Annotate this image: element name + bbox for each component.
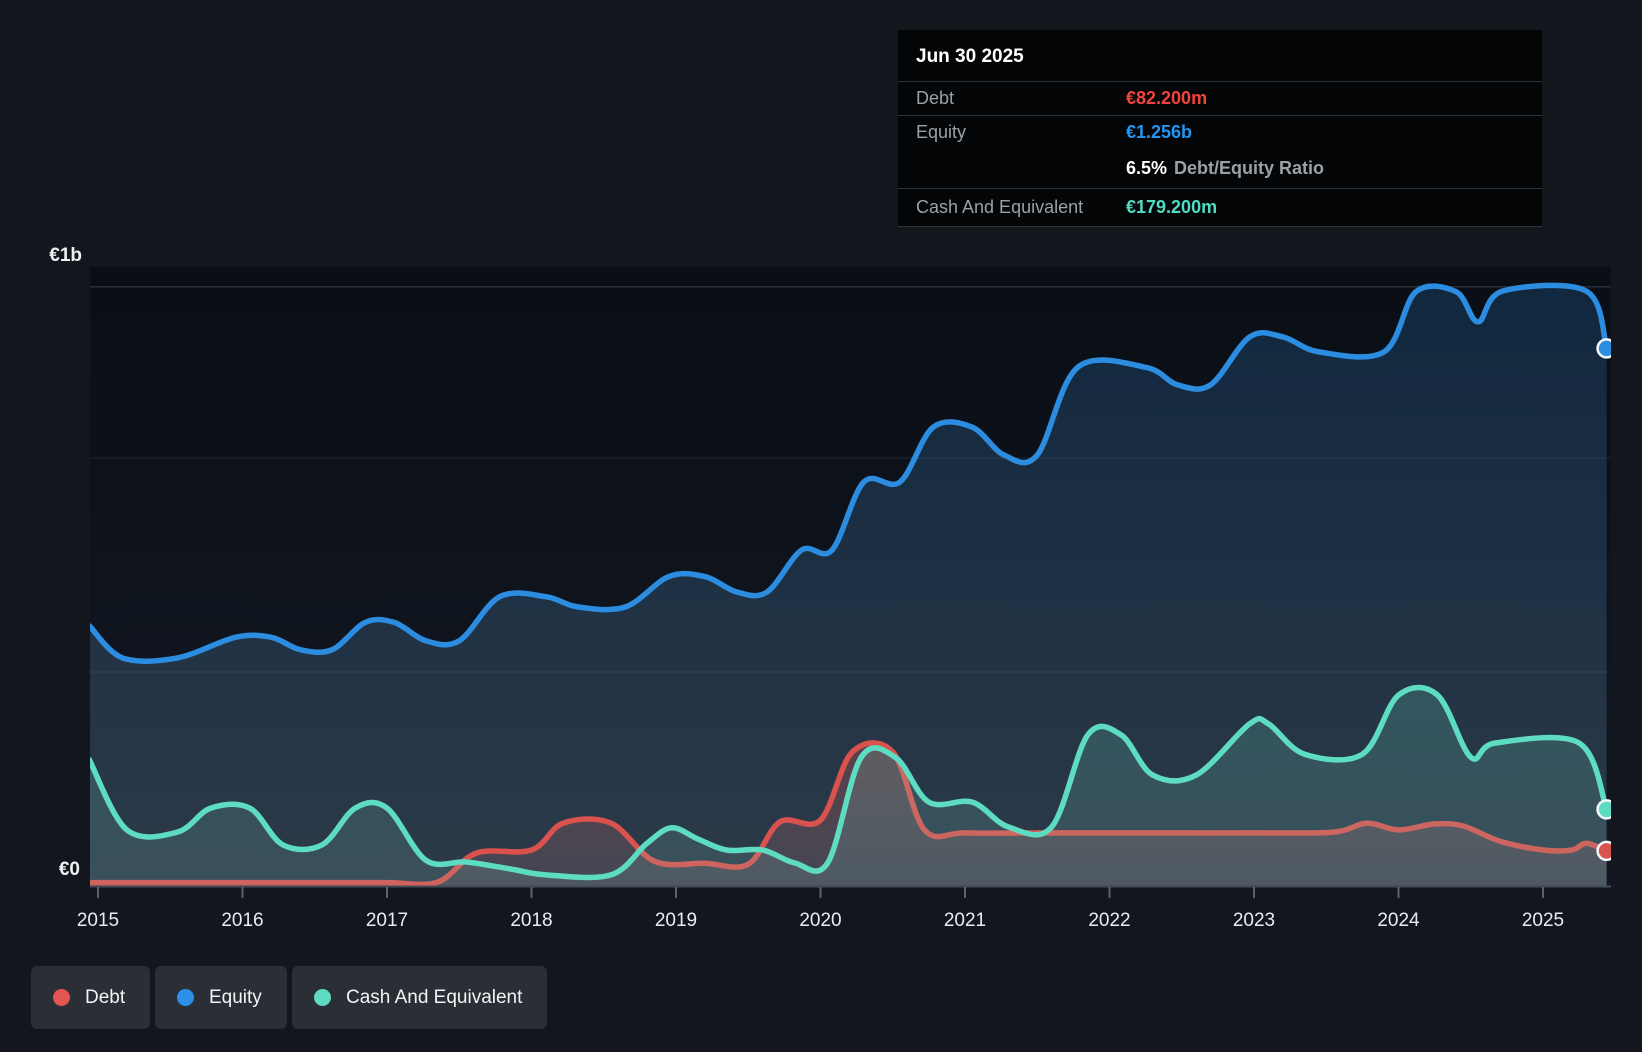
legend-item-cash[interactable]: Cash And Equivalent bbox=[292, 966, 548, 1029]
legend-item-equity[interactable]: Equity bbox=[155, 966, 287, 1029]
cash-series-dot-icon bbox=[314, 989, 331, 1006]
series-layer bbox=[90, 282, 1616, 887]
debt-series-dot-icon bbox=[53, 989, 70, 1006]
legend-item-debt[interactable]: Debt bbox=[31, 966, 151, 1029]
debt-last-point-marker[interactable] bbox=[1596, 840, 1616, 862]
tooltip-debt-label: Debt bbox=[916, 88, 955, 108]
equity-area bbox=[90, 285, 1607, 886]
tooltip-equity-value: €1.256b bbox=[1126, 122, 1193, 142]
x-axis-label-2024: 2024 bbox=[1377, 910, 1420, 931]
equity-series-dot-icon bbox=[177, 989, 194, 1006]
x-axis-label-2016: 2016 bbox=[221, 910, 263, 931]
x-axis-label-2022: 2022 bbox=[1088, 910, 1130, 931]
x-axis-label-2019: 2019 bbox=[655, 910, 697, 931]
y-axis-label-top: €1b bbox=[49, 245, 82, 266]
tooltip-cash-label: Cash And Equivalent bbox=[916, 197, 1084, 217]
x-axis-label-2018: 2018 bbox=[510, 910, 552, 931]
tooltip-row-cash: Cash And Equivalent €179.200m bbox=[898, 189, 1542, 227]
cash-and-equivalent-area bbox=[90, 687, 1607, 886]
legend-equity-label: Equity bbox=[209, 986, 262, 1008]
x-axis-label-2015: 2015 bbox=[77, 910, 119, 931]
tooltip-equity-label: Equity bbox=[916, 122, 967, 142]
legend-cash-label: Cash And Equivalent bbox=[346, 986, 523, 1008]
legend-debt-label: Debt bbox=[85, 986, 126, 1008]
x-axis: 2015 2016 2017 2018 2019 2020 2021 2022 2023 2024… bbox=[77, 885, 1611, 931]
x-axis-label-2021: 2021 bbox=[944, 910, 986, 931]
tooltip-ratio-label: Debt/Equity Ratio bbox=[1174, 158, 1325, 178]
tooltip-ratio-value: 6.5% bbox=[1126, 158, 1168, 178]
tooltip-row-debt: Debt €82.200m bbox=[898, 82, 1542, 116]
tooltip-row-equity: Equity €1.256b bbox=[898, 116, 1542, 149]
equity-line bbox=[90, 282, 1610, 664]
equity-last-point-marker[interactable] bbox=[1596, 338, 1616, 359]
tooltip-row-ratio: 6.5% Debt/Equity Ratio bbox=[898, 149, 1542, 189]
tooltip-debt-value: €82.200m bbox=[1126, 88, 1208, 108]
tooltip-cash-value: €179.200m bbox=[1126, 197, 1218, 217]
x-axis-label-2025: 2025 bbox=[1522, 910, 1564, 931]
tooltip-date: Jun 30 2025 bbox=[898, 30, 1542, 82]
cash-and-equivalent-last-point-marker[interactable] bbox=[1596, 799, 1616, 820]
x-axis-label-2023: 2023 bbox=[1233, 910, 1275, 931]
y-axis-label-zero: €0 bbox=[59, 859, 80, 880]
x-axis-label-2017: 2017 bbox=[366, 910, 408, 931]
cash-and-equivalent-line bbox=[90, 684, 1610, 881]
x-axis-label-2020: 2020 bbox=[799, 910, 841, 931]
chart-tooltip: Jun 30 2025 Debt €82.200m Equity €1.256b… bbox=[898, 30, 1542, 227]
